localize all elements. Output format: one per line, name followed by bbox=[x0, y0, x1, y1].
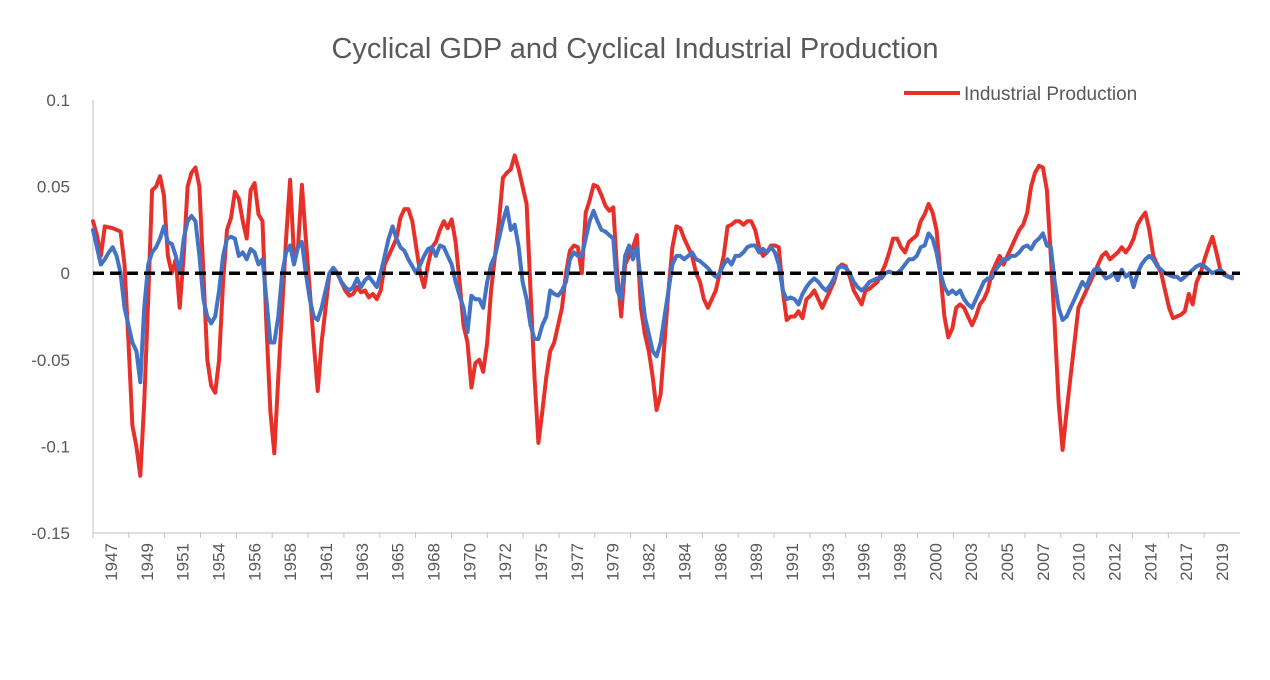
x-tick-label: 1975 bbox=[532, 543, 551, 581]
y-tick-label: 0 bbox=[61, 264, 70, 283]
x-axis: 1947 1949 1951 1954 1956 1958 1961 1963 1965 1968… bbox=[92, 532, 1240, 581]
series-line-cyclical-gdp bbox=[91, 205, 1235, 385]
x-tick-label: 1947 bbox=[102, 543, 121, 581]
x-tick-label: 2007 bbox=[1034, 543, 1053, 581]
x-tick-label: 2000 bbox=[926, 543, 945, 581]
x-tick-label: 2010 bbox=[1070, 543, 1089, 581]
x-tick-label: 2014 bbox=[1141, 543, 1160, 581]
x-tick-label: 1956 bbox=[245, 543, 264, 581]
y-tick-label: 0.1 bbox=[46, 91, 70, 110]
x-tick-label: 1989 bbox=[747, 543, 766, 581]
x-tick-label: 1982 bbox=[640, 543, 659, 581]
x-tick-label: 1996 bbox=[855, 543, 874, 581]
x-tick-label: 2012 bbox=[1106, 543, 1125, 581]
x-tick-label: 2005 bbox=[998, 543, 1017, 581]
x-tick-label: 2017 bbox=[1177, 543, 1196, 581]
x-tick-label: 1958 bbox=[281, 543, 300, 581]
y-tick-label: 0.05 bbox=[37, 178, 70, 197]
legend: Industrial Production bbox=[904, 84, 1137, 105]
x-tick-label: 1998 bbox=[890, 543, 909, 581]
x-tick-label: 1965 bbox=[389, 543, 408, 581]
x-tick-label: 1961 bbox=[317, 543, 336, 581]
x-tick-label: 1993 bbox=[819, 543, 838, 581]
x-tick-label: 1991 bbox=[783, 543, 802, 581]
x-tick-label: 1977 bbox=[568, 543, 587, 581]
legend-label-industrial-production: Industrial Production bbox=[964, 84, 1137, 105]
y-tick-label: -0.1 bbox=[41, 437, 70, 456]
series-group bbox=[91, 153, 1240, 478]
x-tick-label: 1949 bbox=[138, 543, 157, 581]
x-tick-label: 1968 bbox=[425, 543, 444, 581]
y-axis: 0.1 0.05 0 -0.05 -0.1 -0.15 bbox=[31, 91, 94, 543]
chart-title: Cyclical GDP and Cyclical Industrial Pro… bbox=[331, 33, 938, 65]
x-tick-label: 2019 bbox=[1213, 543, 1232, 581]
y-tick-label: -0.05 bbox=[31, 351, 70, 370]
x-tick-label: 1984 bbox=[675, 543, 694, 581]
x-tick-label: 1954 bbox=[209, 543, 228, 581]
x-tick-label: 1972 bbox=[496, 543, 515, 581]
x-tick-label: 2003 bbox=[962, 543, 981, 581]
x-tick-label: 1979 bbox=[604, 543, 623, 581]
x-tick-label: 1970 bbox=[460, 543, 479, 581]
x-tick-label: 1963 bbox=[353, 543, 372, 581]
x-tick-label: 1986 bbox=[711, 543, 730, 581]
x-tick-label: 1951 bbox=[174, 543, 193, 581]
y-tick-label: -0.15 bbox=[31, 524, 70, 543]
